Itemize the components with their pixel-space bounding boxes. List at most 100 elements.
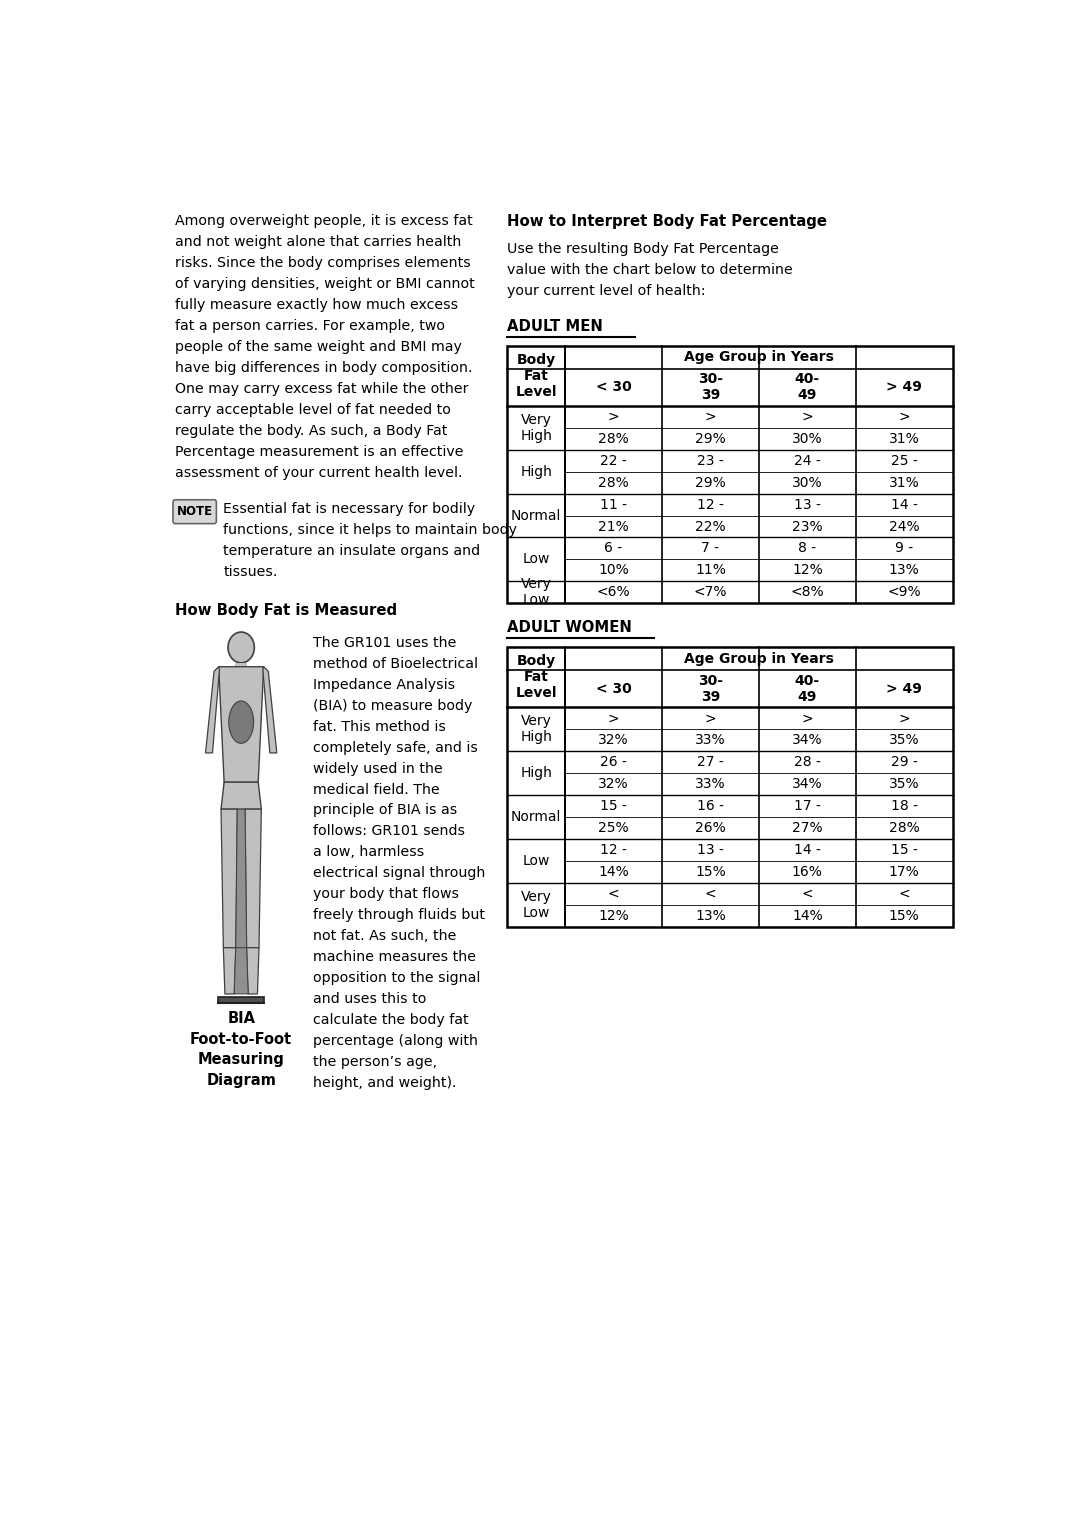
Text: risks. Since the body comprises elements: risks. Since the body comprises elements [175,257,471,271]
Text: NOTE: NOTE [177,505,213,519]
Text: Use the resulting Body Fat Percentage: Use the resulting Body Fat Percentage [507,242,779,256]
Text: 13 -: 13 - [794,497,821,511]
Polygon shape [221,782,261,809]
Text: your current level of health:: your current level of health: [507,285,705,298]
Text: Normal: Normal [511,508,562,523]
Text: <9%: <9% [888,586,921,600]
Text: >: > [704,711,716,725]
Text: 15%: 15% [889,909,919,923]
Text: 28%: 28% [598,476,629,490]
Text: assessment of your current health level.: assessment of your current health level. [175,465,463,480]
Text: fat a person carries. For example, two: fat a person carries. For example, two [175,320,445,334]
Text: have big differences in body composition.: have big differences in body composition… [175,361,473,375]
Text: 30%: 30% [792,476,823,490]
Text: 23%: 23% [792,520,823,534]
Text: High: High [521,465,552,479]
Text: High: High [521,767,552,780]
Text: 26%: 26% [696,822,726,835]
Text: <: < [899,887,910,901]
Text: > 49: > 49 [887,682,922,696]
Bar [507,647,953,927]
Text: 28%: 28% [598,431,629,445]
Text: medical field. The: medical field. The [313,782,440,797]
Text: percentage (along with: percentage (along with [313,1034,478,1048]
Text: <: < [801,887,813,901]
Text: 7 -: 7 - [701,542,719,555]
Text: 12 -: 12 - [600,843,627,857]
Text: 14%: 14% [598,864,629,878]
Text: 30-
39: 30- 39 [698,673,723,704]
Text: <7%: <7% [693,586,727,600]
Text: Normal: Normal [511,809,562,825]
Text: of varying densities, weight or BMI cannot: of varying densities, weight or BMI cann… [175,277,475,291]
Text: 13%: 13% [889,563,919,577]
Text: >: > [608,410,619,424]
Text: Body
Fat
Level: Body Fat Level [515,352,557,399]
Text: 40-
49: 40- 49 [795,372,820,402]
Text: 12%: 12% [792,563,823,577]
Text: 10%: 10% [598,563,629,577]
Polygon shape [246,947,259,994]
Text: height, and weight).: height, and weight). [313,1076,457,1089]
Text: 25%: 25% [598,822,629,835]
Text: ADULT WOMEN: ADULT WOMEN [507,620,632,635]
Text: carry acceptable level of fat needed to: carry acceptable level of fat needed to [175,402,451,416]
Text: not fat. As such, the: not fat. As such, the [313,929,457,942]
Text: 14%: 14% [792,909,823,923]
Text: completely safe, and is: completely safe, and is [313,741,478,754]
Text: 17 -: 17 - [794,799,821,812]
Text: fully measure exactly how much excess: fully measure exactly how much excess [175,298,458,312]
Text: > 49: > 49 [887,381,922,395]
Text: The GR101 uses the: The GR101 uses the [313,636,457,650]
Text: >: > [801,711,813,725]
Text: BIA: BIA [227,1011,255,1027]
Bar [235,662,247,670]
FancyBboxPatch shape [173,500,216,523]
Text: 24%: 24% [889,520,919,534]
Text: freely through fluids but: freely through fluids but [313,909,485,923]
Text: tissues.: tissues. [224,565,278,578]
Text: 23 -: 23 - [697,454,724,468]
Text: follows: GR101 sends: follows: GR101 sends [313,825,465,838]
Polygon shape [234,947,248,994]
Text: machine measures the: machine measures the [313,950,476,964]
Text: >: > [801,410,813,424]
Text: 13 -: 13 - [697,843,724,857]
Text: calculate the body fat: calculate the body fat [313,1013,469,1027]
Text: Among overweight people, it is excess fat: Among overweight people, it is excess fa… [175,214,473,228]
Text: 29%: 29% [696,476,726,490]
Text: 22 -: 22 - [600,454,626,468]
Text: Body
Fat
Level: Body Fat Level [515,653,557,701]
Text: 26 -: 26 - [600,756,627,770]
Text: principle of BIA is as: principle of BIA is as [313,803,458,817]
Text: < 30: < 30 [596,381,632,395]
Polygon shape [218,667,264,782]
Polygon shape [235,809,246,947]
Text: 28%: 28% [889,822,919,835]
Text: the person’s age,: the person’s age, [313,1054,437,1069]
Text: 15 -: 15 - [600,799,627,812]
Text: 11%: 11% [696,563,726,577]
Text: 9 -: 9 - [895,542,914,555]
Text: people of the same weight and BMI may: people of the same weight and BMI may [175,340,462,353]
Text: 27 -: 27 - [697,756,724,770]
Text: and uses this to: and uses this to [313,991,427,1005]
Text: electrical signal through: electrical signal through [313,866,486,880]
Text: value with the chart below to determine: value with the chart below to determine [507,263,793,277]
Text: Low: Low [523,552,550,566]
Text: 33%: 33% [696,777,726,791]
Polygon shape [262,667,276,753]
Text: 16 -: 16 - [697,799,724,812]
Bar [507,346,953,603]
Text: 29%: 29% [696,431,726,445]
Text: Age Group in Years: Age Group in Years [684,652,834,666]
Text: Very
High: Very High [521,715,552,744]
Text: 35%: 35% [889,733,919,747]
Text: 18 -: 18 - [891,799,918,812]
Text: Very
Low: Very Low [521,577,552,607]
Text: functions, since it helps to maintain body: functions, since it helps to maintain bo… [224,523,517,537]
Text: temperature an insulate organs and: temperature an insulate organs and [224,545,481,558]
Text: 31%: 31% [889,476,919,490]
Text: >: > [608,711,619,725]
Text: Very
High: Very High [521,413,552,442]
